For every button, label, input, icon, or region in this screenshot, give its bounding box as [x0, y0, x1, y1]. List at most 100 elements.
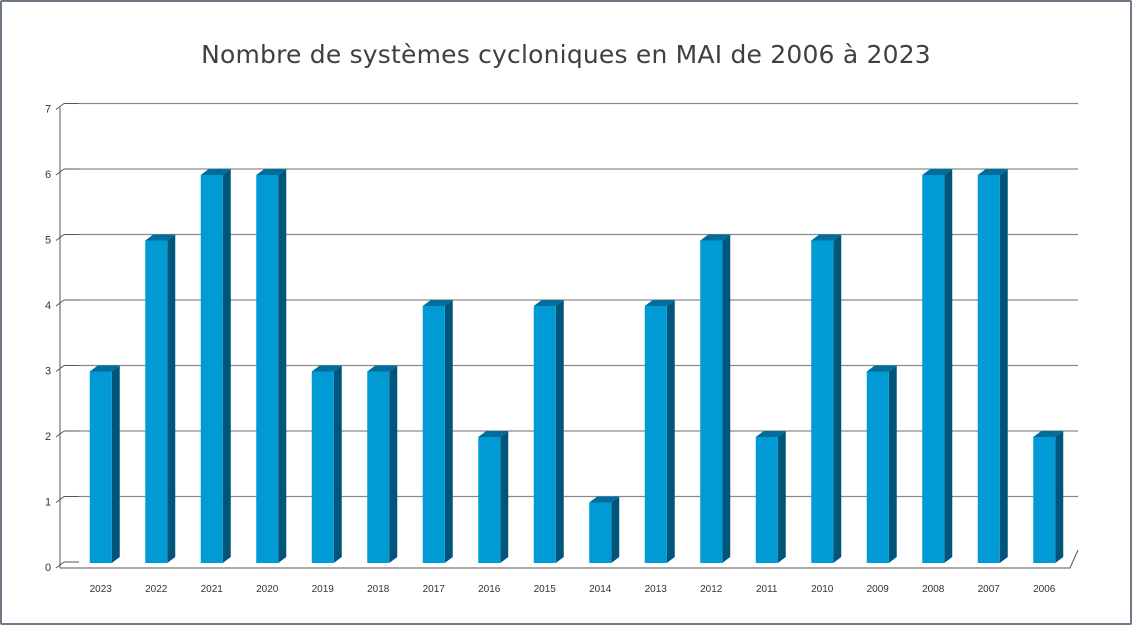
gridlines [79, 102, 1078, 498]
bar [977, 169, 1008, 563]
bar-side [222, 169, 231, 563]
x-tick-label: 2017 [423, 584, 446, 595]
bar-side [888, 365, 897, 563]
bar-top [922, 169, 953, 175]
bar-side [944, 169, 953, 563]
bar [866, 365, 897, 563]
x-tick-label: 2008 [922, 584, 945, 595]
bar [145, 234, 176, 563]
bar-side [722, 234, 731, 563]
bar-side [333, 365, 342, 563]
bar-front [922, 175, 945, 563]
x-tick-label: 2018 [367, 584, 390, 595]
bar-front [200, 175, 223, 563]
bar [811, 234, 842, 563]
bar-front [589, 502, 612, 563]
x-tick-label: 2015 [534, 584, 557, 595]
bar-top [422, 300, 453, 306]
bar-side [555, 300, 564, 563]
bar-side [444, 300, 453, 563]
bar-front [700, 240, 723, 563]
x-tick-label: 2021 [201, 584, 224, 595]
bar-top [1033, 431, 1064, 437]
y-tick-label: 7 [45, 104, 51, 116]
bar [589, 496, 620, 563]
bar-front [478, 437, 501, 563]
bar-side [777, 431, 786, 563]
bar-front [866, 371, 889, 563]
bar-top [644, 300, 675, 306]
bar-front [367, 371, 390, 563]
bars [89, 169, 1064, 563]
bar-side [833, 234, 842, 563]
x-tick-label: 2023 [90, 584, 113, 595]
x-tick-label: 2009 [867, 584, 890, 595]
bar [200, 169, 231, 563]
x-tick-label: 2012 [700, 584, 723, 595]
bar-top [89, 365, 120, 372]
bar-top [811, 234, 842, 241]
bar-side [1055, 431, 1064, 563]
x-tick-label: 2014 [589, 584, 612, 595]
bar [1033, 431, 1064, 563]
bar-top [700, 234, 731, 241]
y-tick-label: 2 [45, 431, 51, 443]
chart-title: Nombre de systèmes cycloniques en MAI de… [201, 40, 931, 69]
bar-side [999, 169, 1008, 563]
bar-front [1033, 437, 1056, 563]
x-tick-label: 2022 [145, 584, 168, 595]
bar-top [866, 365, 897, 372]
bar-front [811, 240, 834, 563]
bar [422, 300, 453, 563]
x-axis-line [60, 549, 1079, 569]
x-tick-label: 2010 [811, 584, 834, 595]
bar [478, 431, 509, 563]
bar-front [533, 306, 556, 563]
bar-top [145, 234, 176, 241]
bar [922, 169, 953, 563]
y-tick-label: 0 [45, 562, 51, 574]
bar-front [145, 240, 168, 563]
bar-top [367, 365, 398, 372]
bar [644, 300, 675, 563]
bar [367, 365, 398, 563]
bar [89, 365, 120, 563]
bar-front [644, 306, 667, 563]
x-tick-label: 2020 [256, 584, 279, 595]
bar [533, 300, 564, 563]
bar-top [256, 169, 287, 175]
bar [755, 431, 786, 563]
x-axis-ticks: 2023 2022 2021 2020 2019 2018 2017 2016 2015 2014… [60, 549, 1079, 595]
y-axis-ticks: 0 1 2 3 4 5 6 7 [45, 103, 79, 574]
bar [700, 234, 731, 563]
bar-front [755, 437, 778, 563]
bar-front [256, 175, 279, 563]
x-tick-label: 2019 [312, 584, 335, 595]
bar-top [755, 431, 786, 437]
bar-front [311, 371, 334, 563]
bar-side [500, 431, 509, 563]
bar-top [478, 431, 509, 437]
y-tick-label: 5 [45, 235, 51, 247]
bar-side [278, 169, 287, 563]
x-tick-label: 2006 [1033, 584, 1056, 595]
y-tick-mark [55, 103, 65, 110]
bar-top [589, 496, 620, 503]
x-tick-label: 2011 [756, 584, 778, 595]
y-tick-label: 1 [45, 497, 51, 509]
x-tick-label: 2013 [645, 584, 668, 595]
bar [256, 169, 287, 563]
bar-top [977, 169, 1008, 175]
bar-side [111, 365, 120, 563]
bar-side [611, 496, 620, 563]
bar-front [422, 306, 445, 563]
bar-front [977, 175, 1000, 563]
x-tick-label: 2007 [978, 584, 1001, 595]
bar-top [200, 169, 231, 175]
y-tick-label: 3 [45, 366, 51, 378]
bar-side [389, 365, 398, 563]
bar-top [311, 365, 342, 372]
bar-front [89, 371, 112, 563]
y-tick-label: 4 [45, 300, 51, 312]
